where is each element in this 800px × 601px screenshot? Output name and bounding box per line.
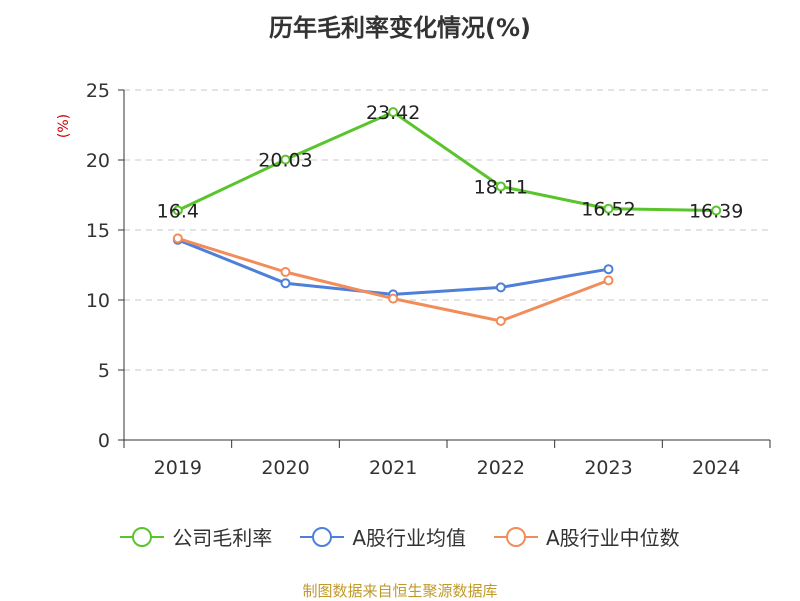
data-label: 20.03 xyxy=(258,150,312,172)
series-3-point xyxy=(603,275,614,286)
series-line-1 xyxy=(176,110,718,213)
series-1-point xyxy=(172,205,183,216)
legend-label: A股行业中位数 xyxy=(546,526,680,550)
series-1-point xyxy=(603,203,614,214)
series-2-point xyxy=(603,264,614,275)
series-3-point xyxy=(388,293,399,304)
data-label: 23.42 xyxy=(366,102,420,124)
y-tick-label: 10 xyxy=(86,290,110,312)
y-tick-label: 20 xyxy=(86,150,110,172)
legend-item: 公司毛利率 xyxy=(120,522,272,551)
legend-swatch xyxy=(494,526,538,547)
series-lines xyxy=(172,107,722,326)
series-3-point xyxy=(495,316,506,326)
legend-marker xyxy=(312,526,333,547)
y-tick-label: 5 xyxy=(98,360,110,382)
series-3-point xyxy=(172,233,183,244)
x-tick-label: 2023 xyxy=(584,457,632,479)
legend-marker xyxy=(132,526,153,547)
source-note: 制图数据来自恒生聚源数据库 xyxy=(302,582,498,600)
y-axis-unit-label: (%) xyxy=(56,114,72,138)
y-tick-label: 0 xyxy=(98,430,110,452)
data-labels: 16.4 20.03 23.42 18.11 16.52 16.39 xyxy=(157,102,744,222)
legend-item: A股行业均值 xyxy=(300,522,466,551)
x-tick-label: 2022 xyxy=(477,457,525,479)
x-tick-label: 2021 xyxy=(369,457,417,479)
series-1-point xyxy=(388,107,399,118)
series-2-point xyxy=(495,282,506,293)
legend: 公司毛利率 A股行业均值 A股行业中位数 xyxy=(0,522,800,551)
axes xyxy=(118,89,771,448)
legend-label: A股行业均值 xyxy=(352,526,466,550)
legend-marker xyxy=(506,526,526,547)
series-1-point xyxy=(495,181,506,192)
data-label: 16.4 xyxy=(157,200,199,222)
data-label: 18.11 xyxy=(474,176,528,198)
x-tick-labels: 2019 2020 2021 2022 2023 2024 xyxy=(154,457,741,479)
x-tick-label: 2019 xyxy=(154,457,202,479)
y-tick-labels: 0 5 10 15 20 25 xyxy=(86,80,110,452)
series-3-point xyxy=(280,267,291,277)
data-label: 16.52 xyxy=(581,199,635,221)
x-tick-label: 2020 xyxy=(261,457,309,479)
legend-swatch xyxy=(300,526,345,547)
series-line-2 xyxy=(176,238,610,296)
series-1-point xyxy=(711,205,722,216)
legend-swatch xyxy=(120,526,165,547)
y-tick-label: 25 xyxy=(86,80,110,102)
data-label: 16.39 xyxy=(689,201,743,223)
series-1-point xyxy=(280,154,291,165)
y-tick-label: 15 xyxy=(86,220,110,242)
series-2-point xyxy=(280,278,291,289)
chart-title: 历年毛利率变化情况(%) xyxy=(269,14,531,42)
legend-label: 公司毛利率 xyxy=(172,526,273,550)
x-tick-label: 2024 xyxy=(692,457,740,479)
legend-item: A股行业中位数 xyxy=(494,522,680,551)
grid-lines xyxy=(124,89,770,371)
